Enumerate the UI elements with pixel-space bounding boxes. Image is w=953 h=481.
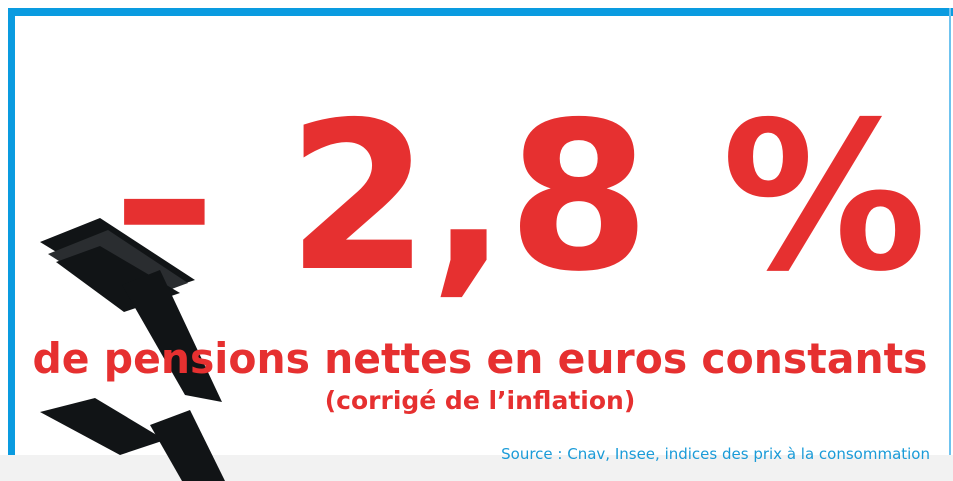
source: Source : Cnav, Insee, indices des prix à…	[501, 445, 930, 463]
note: (corrigé de l’inflation)	[325, 386, 636, 415]
top-border	[8, 8, 953, 16]
headline: – 2,8 %	[113, 79, 927, 317]
canvas: – 2,8 % de pensions nettes en euros cons…	[0, 0, 953, 481]
left-border	[8, 8, 15, 455]
subtitle: de pensions nettes en euros constants	[33, 334, 928, 383]
right-border	[949, 8, 951, 455]
infographic: – 2,8 % de pensions nettes en euros cons…	[0, 0, 953, 481]
